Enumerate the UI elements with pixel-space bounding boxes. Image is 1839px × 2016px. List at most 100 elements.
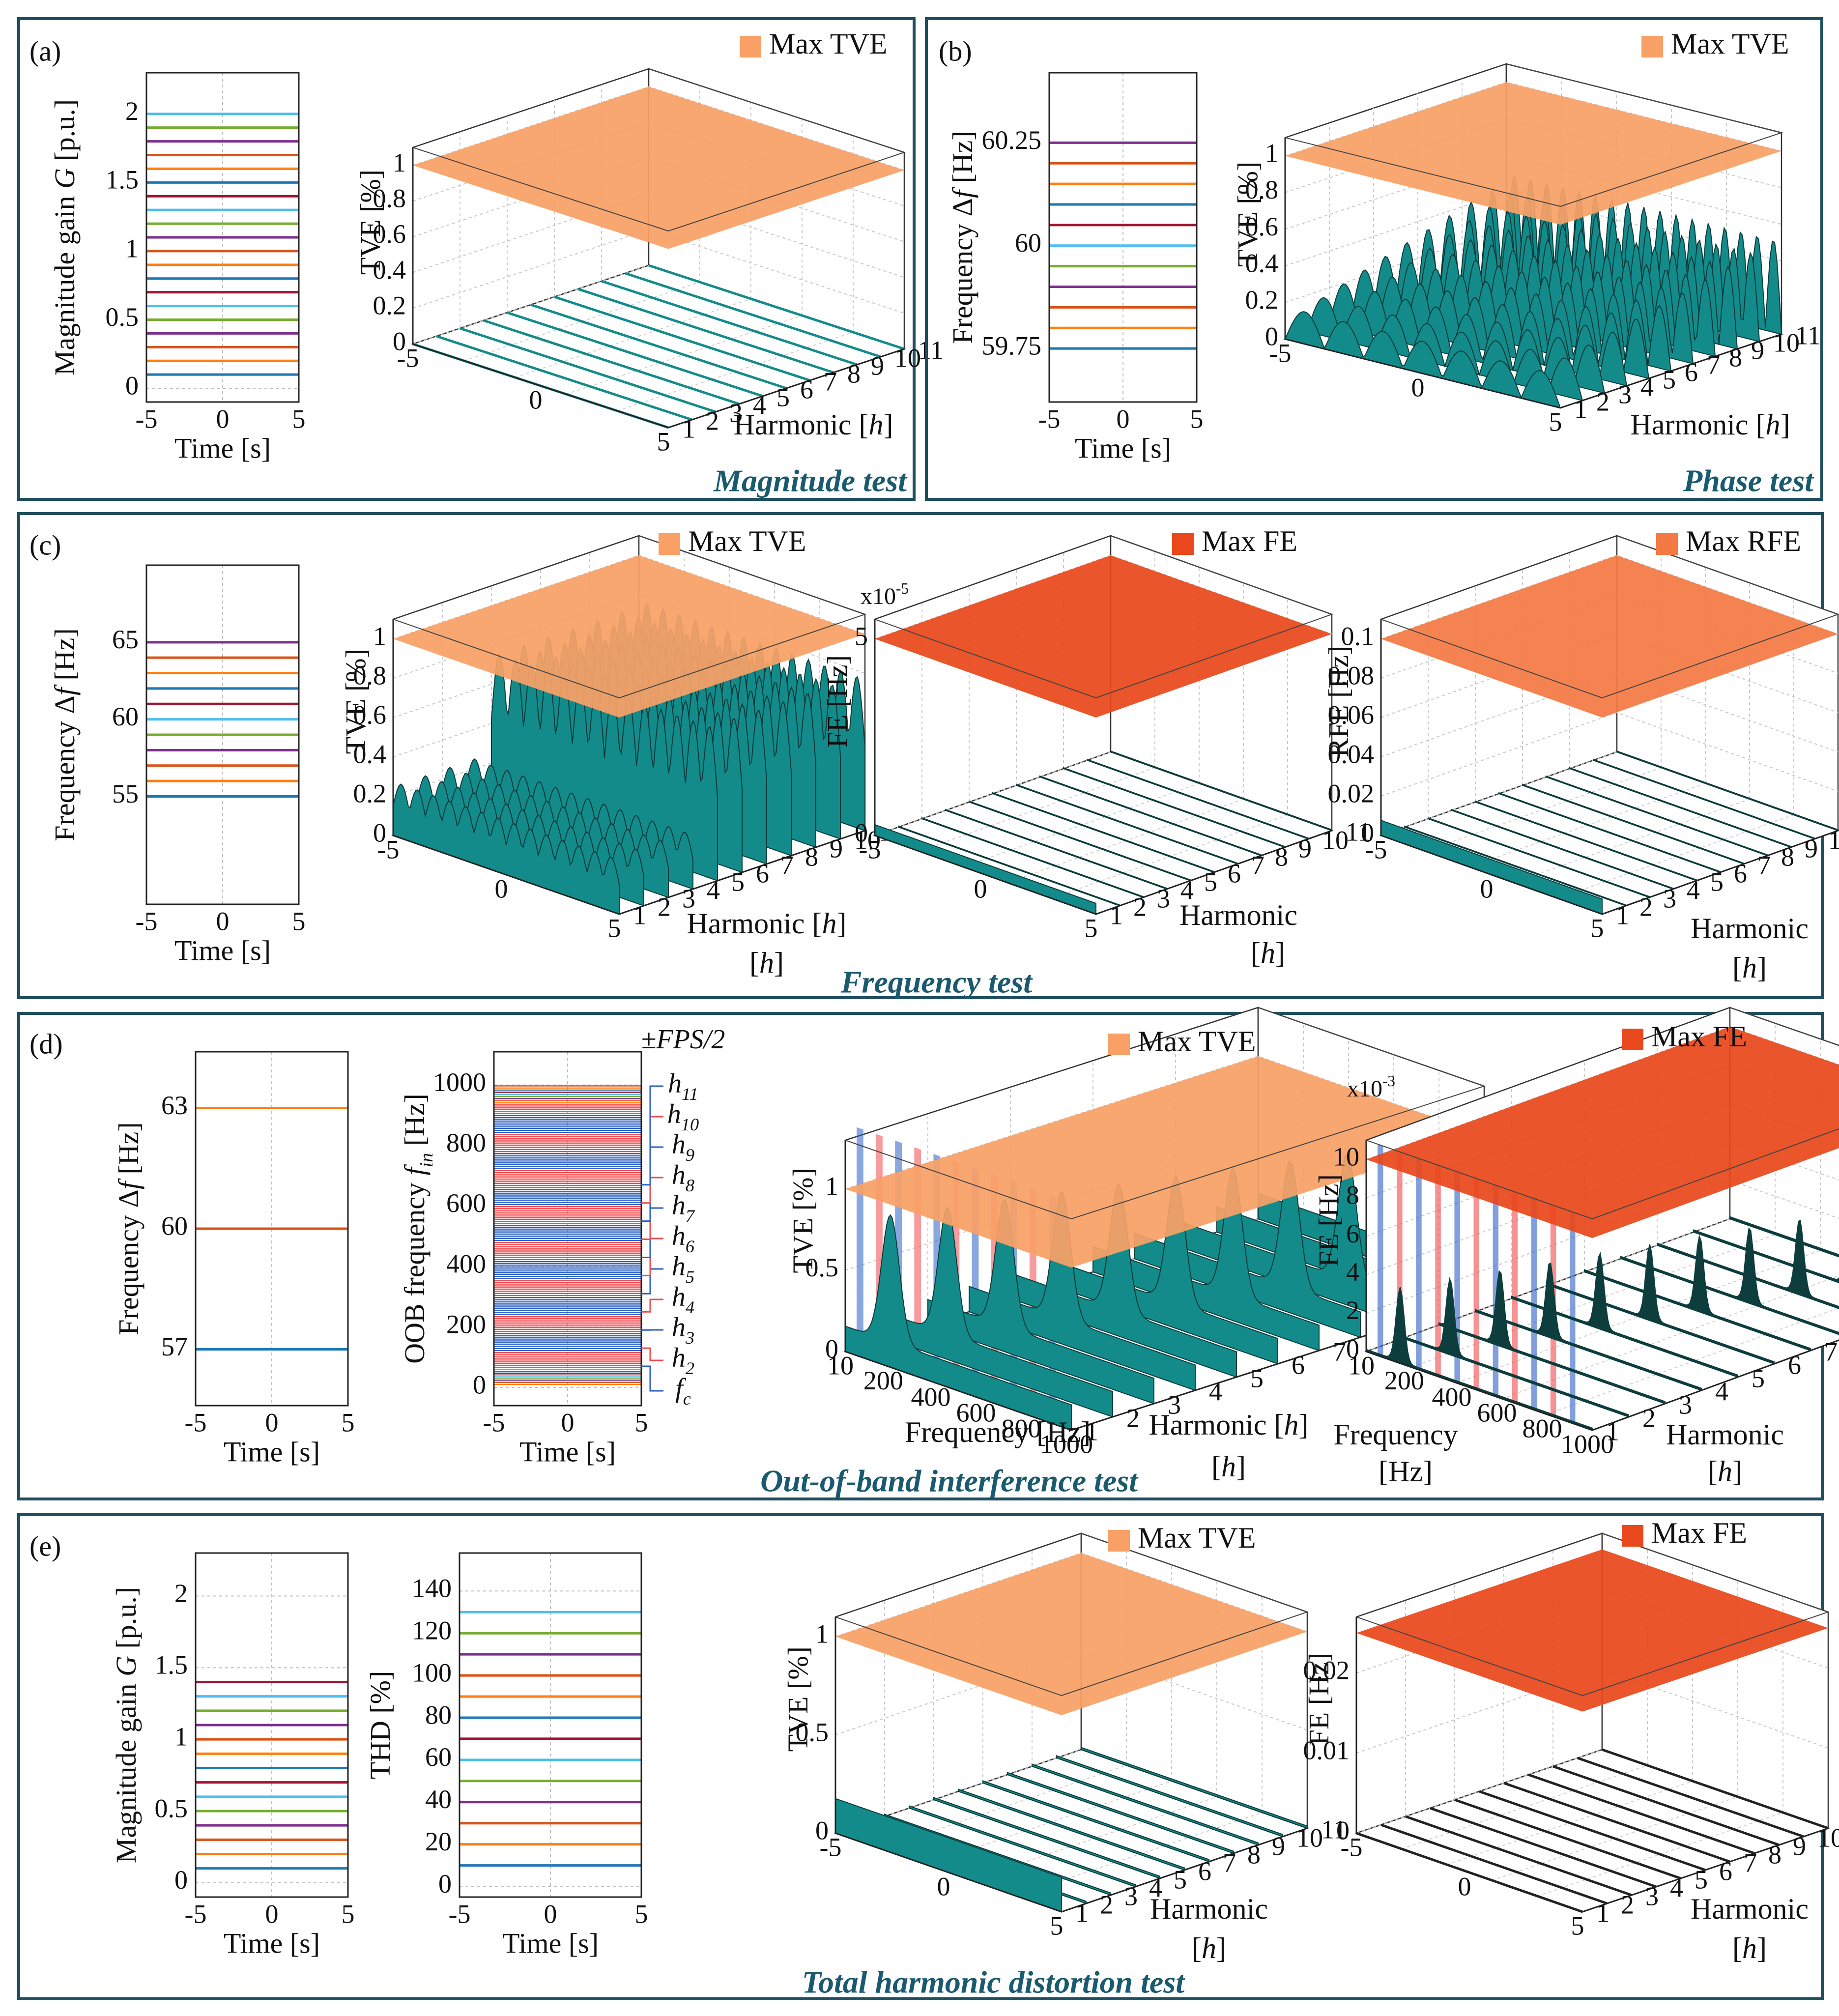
- legend-label: Max TVE: [1138, 1025, 1256, 1058]
- max-plane: [413, 86, 904, 249]
- label-part: x10: [1347, 1076, 1382, 1102]
- z-tick-label: 1: [373, 621, 386, 651]
- x-tick-label: -5: [820, 1832, 842, 1862]
- harmonic-tick-label: 1: [682, 414, 695, 443]
- y-tick-label: 0: [125, 371, 139, 400]
- label-part: TVE [%]: [782, 1646, 814, 1752]
- axis-edges: [412, 147, 905, 429]
- z-tick-label: 0.04: [1328, 739, 1375, 769]
- x-tick-label: -5: [1038, 404, 1061, 433]
- label-part: h: [1742, 951, 1757, 984]
- z-tick-label: 0.2: [353, 778, 387, 808]
- z-tick-label: 0: [1265, 321, 1278, 351]
- label-part: Magnitude gain: [49, 189, 81, 375]
- harmonic-tick-label: 5: [1204, 867, 1217, 896]
- x-axis-label: Time [s]: [224, 1436, 320, 1468]
- x-tick-label: 1000: [1040, 1429, 1093, 1459]
- label-part: 5: [686, 1267, 694, 1287]
- label-part: ]: [883, 408, 893, 441]
- axis-edges: [1284, 138, 1782, 409]
- z-tick-label: 0.6: [373, 219, 406, 249]
- harmonic-tick-label: 4: [1670, 1873, 1683, 1902]
- z-axis-label: FE [Hz]: [821, 655, 853, 748]
- harmonic-axis-label: Harmonic: [1666, 1418, 1784, 1451]
- z-tick-label: 0: [1346, 1334, 1359, 1363]
- x-tick-label: 0: [265, 1899, 279, 1929]
- x-tick-label: 5: [1571, 1911, 1584, 1940]
- z-tick-label: 0: [373, 818, 386, 847]
- harmonic-tick-label: 6: [1719, 1856, 1732, 1886]
- harmonic-tick-label: 4: [1209, 1377, 1222, 1406]
- z-axis-label: TVE [%]: [787, 1168, 819, 1273]
- harmonic-tick-label: 5: [776, 382, 790, 412]
- x-tick-label: 0: [265, 1408, 279, 1437]
- legend-swatch: [1656, 533, 1678, 555]
- y-tick-label: 2: [125, 96, 139, 126]
- label-part: Harmonic [: [687, 907, 822, 940]
- x-tick-label: 5: [635, 1408, 648, 1437]
- max-plane: [1356, 1549, 1828, 1712]
- label-part: 6: [686, 1237, 695, 1256]
- harmonic-tick-label: 7: [1707, 350, 1720, 379]
- label-part: h: [672, 1312, 686, 1343]
- harmonic-trace: [648, 264, 905, 350]
- label-part: h: [759, 947, 774, 979]
- y-tick-label: 120: [412, 1616, 452, 1645]
- harmonic-axis-label: Harmonic: [1179, 899, 1297, 931]
- z-tick-label: 0.02: [1303, 1655, 1350, 1685]
- z-tick-label: 5: [855, 621, 868, 651]
- harmonic-tick-label: 8: [805, 842, 818, 871]
- z-tick-label: 10: [1333, 1142, 1359, 1171]
- y-axis-label: Frequency Δf [Hz]: [947, 131, 978, 344]
- harmonic-tick-label: 8: [1275, 842, 1288, 871]
- x-tick-label: 0: [544, 1899, 557, 1929]
- label-part: 9: [686, 1145, 694, 1165]
- frequency-unit-label: [Hz]: [1379, 1455, 1433, 1488]
- grid-line: [1380, 712, 1839, 797]
- panel-b-frame: [925, 17, 1823, 501]
- label-part: G: [49, 168, 81, 189]
- harmonic-tick-label: 7: [1757, 850, 1771, 880]
- harmonic-trace: [483, 319, 740, 405]
- harmonic-tick-label: 8: [1768, 1840, 1782, 1869]
- harmonic-tick-label: 10: [1296, 1823, 1323, 1852]
- y-tick-label: 0.5: [106, 302, 139, 332]
- harmonic-tick-label: 7: [1333, 1337, 1346, 1366]
- harmonic-tick-label: 1: [633, 900, 646, 930]
- z-tick-label: 0.6: [1245, 212, 1279, 241]
- label-part: h: [1765, 408, 1780, 441]
- label-part: ]: [1216, 1932, 1226, 1964]
- harmonic-tick-label: 11: [1321, 1814, 1347, 1844]
- harmonic-tick-label: 8: [1729, 343, 1742, 372]
- label-part: TVE [%]: [354, 170, 386, 275]
- z-tick-label: 0.8: [353, 661, 387, 690]
- label-part: [p.u.]: [110, 1587, 142, 1656]
- harmonic-bracket-label: fc: [675, 1373, 691, 1409]
- harmonic-tick-label: 2: [1100, 1890, 1113, 1919]
- label-part: h: [672, 1160, 686, 1190]
- exponent-label: x10-5: [861, 580, 909, 609]
- harmonic-tick-label: 6: [1198, 1856, 1211, 1886]
- x-tick-label: 0: [937, 1872, 950, 1901]
- label-part: [: [749, 947, 759, 979]
- harmonic-tick-label: 3: [1679, 1390, 1692, 1419]
- z-tick-label: 0.01: [1303, 1735, 1350, 1765]
- grid-line: [1285, 82, 1782, 157]
- legend-swatch: [1172, 533, 1194, 555]
- x-tick-label: 0: [1480, 874, 1494, 903]
- harmonic-bracket-label: h8: [672, 1160, 694, 1196]
- harmonic-bracket-label: h3: [672, 1312, 694, 1348]
- x-axis-label: Time [s]: [174, 432, 271, 464]
- harmonic-tick-label: 11: [1795, 320, 1821, 350]
- max-plane: [1366, 1027, 1839, 1238]
- y-tick-label: 800: [446, 1128, 486, 1157]
- y-tick-label: 0: [473, 1370, 486, 1399]
- x-tick-label: 5: [1190, 404, 1204, 433]
- harmonic-tick-label: 9: [1272, 1831, 1285, 1861]
- harmonic-trace: [1577, 1757, 1804, 1838]
- harmonic-tick-label: 5: [1250, 1363, 1264, 1393]
